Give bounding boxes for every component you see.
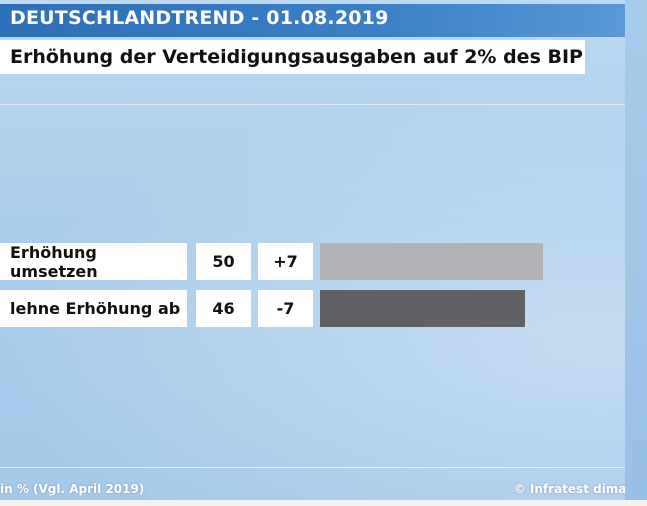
bar-mark	[320, 290, 525, 327]
right-edge	[625, 0, 647, 500]
divider-top	[0, 104, 625, 105]
bar-label: Erhöhung umsetzen	[0, 243, 187, 281]
subtitle-bar	[0, 40, 585, 74]
bar-label: lehne Erhöhung ab	[0, 290, 187, 327]
bar-mark	[320, 243, 543, 280]
bottom-strip	[0, 500, 647, 506]
header-bar	[0, 4, 625, 37]
bar-change: +7	[258, 243, 313, 280]
header-title: DEUTSCHLANDTREND - 01.08.2019	[10, 7, 389, 29]
bar-change: -7	[258, 290, 313, 327]
footer-credit: © Infratest dimap	[513, 482, 635, 496]
chart-title: Erhöhung der Verteidigungsausgaben auf 2…	[10, 46, 583, 68]
bar-value: 46	[196, 290, 251, 327]
divider-bottom	[0, 467, 625, 468]
footer-note: in % (Vgl. April 2019)	[0, 482, 145, 496]
bar-value: 50	[196, 243, 251, 280]
